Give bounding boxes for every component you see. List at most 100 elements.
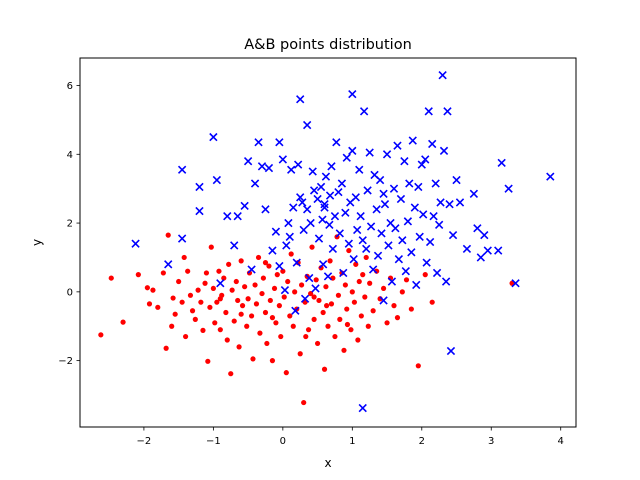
series-0-point-85 [308,290,314,297]
series-0-point-120 [370,308,376,314]
series-0-point-62 [267,297,273,304]
series-0-point-73 [287,313,293,319]
series-0-point-58 [260,275,266,281]
series-1-point-9 [223,212,232,221]
series-1-point-11 [233,212,242,221]
series-1-point-6 [209,132,218,142]
series-1-point-94 [393,141,402,150]
series-1-point-43 [309,186,319,195]
series-1-point-68 [348,146,357,156]
y-axis-label: y [30,239,44,246]
series-1-point-53 [325,220,334,229]
series-1-point-1 [164,260,173,269]
series-1-point-27 [285,232,294,241]
series-1-point-0 [131,239,140,248]
series-1-point-46 [314,234,324,243]
series-0-point-44 [236,344,242,350]
series-0-point-45 [238,258,244,264]
series-1-point-36 [299,225,308,235]
series-1-point-21 [271,227,281,236]
series-1-point-32 [293,160,303,169]
series-0-point-111 [353,261,359,267]
series-0-point-29 [210,285,216,292]
series-1-point-142 [275,261,284,271]
series-1-point-33 [296,193,305,202]
series-1-point-31 [292,258,301,267]
series-0-point-2 [120,319,126,325]
series-0-point-53 [252,282,258,288]
series-0-point-22 [195,287,201,293]
series-1-point-34 [296,95,305,104]
series-1-point-92 [389,184,399,193]
series-1-point-93 [391,224,400,233]
series-1-point-30 [291,306,300,315]
series-1-point-117 [432,268,442,278]
series-0-point-33 [217,327,223,333]
series-1-point-44 [311,284,320,293]
series-1-point-139 [546,172,555,181]
series-0-point-107 [346,247,352,254]
series-0-point-46 [239,303,246,309]
series-0-point-109 [349,289,355,295]
series-1-point-96 [396,194,406,204]
series-0-point-127 [394,315,401,321]
series-0-point-92 [320,309,326,316]
series-1-point-106 [414,182,423,192]
series-0-point-101 [335,292,342,298]
series-0-point-142 [324,303,330,309]
series-0-point-31 [214,299,220,305]
series-0-point-20 [189,308,196,314]
series-0-point-81 [301,399,307,406]
series-0-point-6 [150,287,156,293]
series-0-point-56 [257,330,263,336]
series-1-point-130 [469,189,479,199]
series-1-point-116 [431,179,440,188]
series-0-point-35 [221,275,227,281]
series-1-point-17 [257,162,267,171]
x-tick-label-0: −2 [137,436,152,447]
series-0-point-97 [328,301,335,307]
series-1-point-74 [358,403,367,413]
series-0-point-91 [318,265,324,271]
series-1-point-20 [268,246,277,255]
series-0-point-10 [165,232,171,238]
series-1-point-59 [334,187,343,197]
series-1-point-8 [216,279,225,288]
series-1-point-25 [282,241,291,250]
y-tick-label-3: 4 [67,150,73,161]
series-1-point-70 [351,193,360,202]
series-1-point-123 [443,107,452,116]
series-1-point-60 [335,229,344,238]
series-1-point-131 [473,224,482,233]
series-1-point-15 [250,179,260,188]
series-1-point-76 [362,244,371,254]
x-tick-label-6: 4 [558,436,564,447]
series-0-point-106 [344,306,350,312]
series-1-point-101 [405,179,414,188]
series-0-point-15 [179,299,185,305]
series-0-point-55 [255,254,262,261]
series-0-point-102 [337,316,343,322]
series-0-point-70 [281,294,287,300]
series-1-point-79 [366,222,376,231]
series-0-point-28 [208,244,214,250]
series-1-point-50 [320,203,329,212]
series-1-point-134 [483,246,492,255]
series-1-point-57 [330,212,340,221]
series-1-point-128 [455,198,465,207]
series-0-point-99 [332,333,338,340]
series-1-point-103 [408,136,417,145]
series-1-point-95 [394,255,404,264]
series-0-point-74 [288,251,294,257]
series-0-point-54 [253,301,260,307]
series-0-point-52 [250,356,256,362]
series-1-point-35 [298,198,307,207]
series-0-point-114 [358,313,364,319]
series-0-point-86 [309,244,315,250]
series-1-point-140 [320,199,329,209]
series-0-point-41 [231,318,237,324]
series-1-point-51 [321,172,331,181]
series-0-point-94 [323,284,329,290]
x-axis-label: x [324,456,331,470]
series-1-point-18 [261,205,270,214]
